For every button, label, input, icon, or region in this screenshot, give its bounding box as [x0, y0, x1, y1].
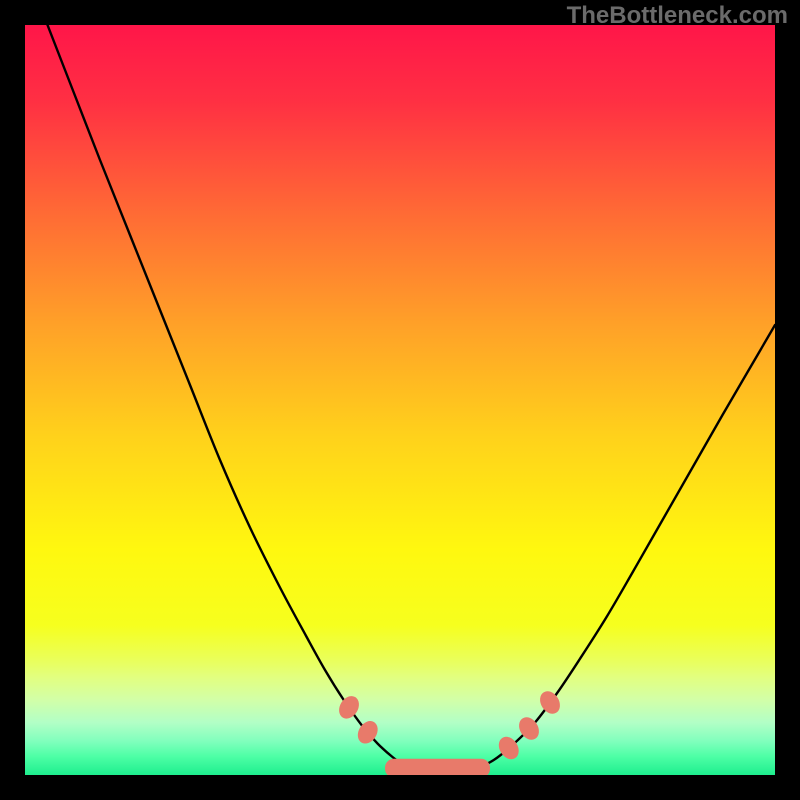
watermark-text: TheBottleneck.com — [567, 2, 788, 30]
curves-layer — [25, 25, 775, 775]
plot-area — [25, 25, 775, 775]
bottom-pill — [385, 759, 490, 775]
right-curve — [438, 325, 776, 775]
bead-marker — [536, 688, 564, 718]
threshold-beads — [335, 688, 564, 775]
left-curve — [48, 25, 438, 775]
bead-marker — [495, 733, 523, 763]
chart-frame: TheBottleneck.com — [0, 0, 800, 800]
bead-marker — [335, 692, 363, 722]
